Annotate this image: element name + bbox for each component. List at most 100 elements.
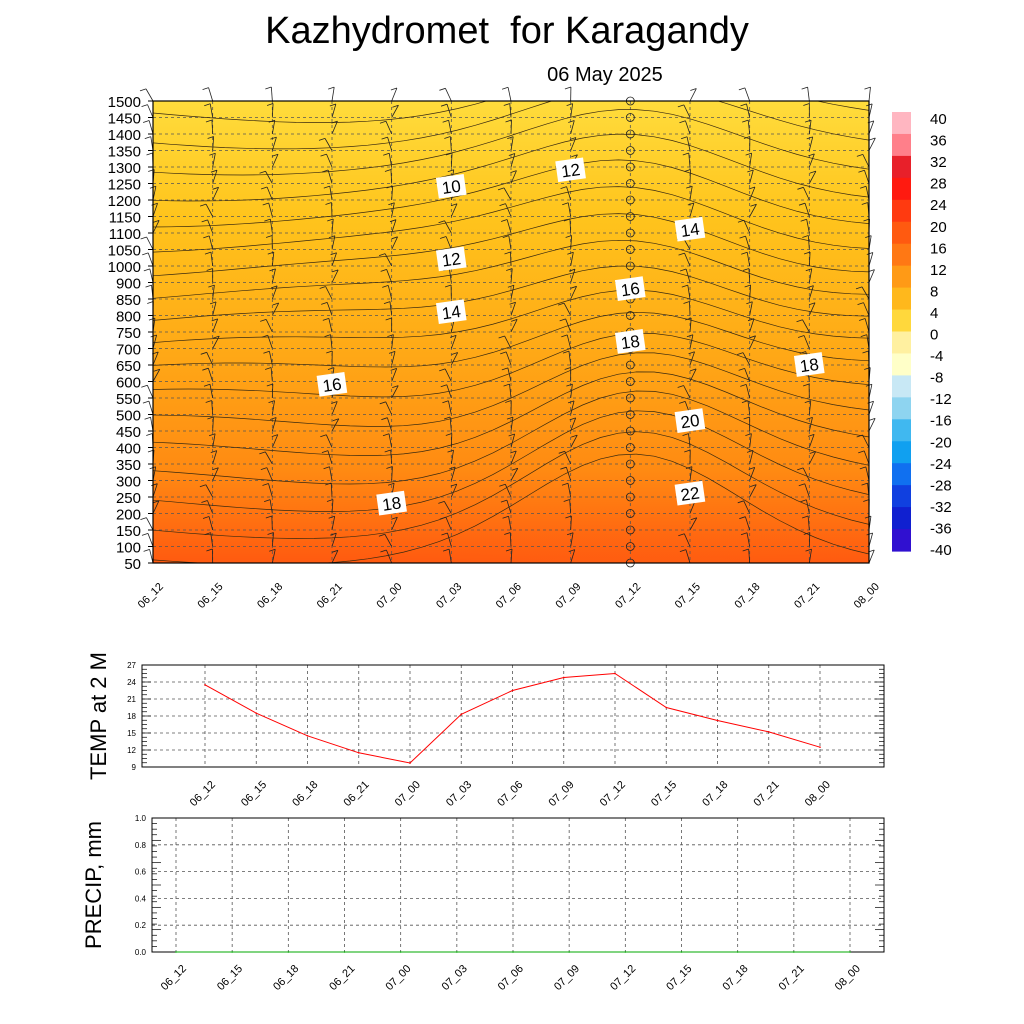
wind-barb <box>508 516 512 531</box>
wind-barb <box>808 417 813 432</box>
wind-barb-flag <box>678 252 685 256</box>
wind-barb-flag <box>204 103 211 107</box>
wind-barb-flag <box>387 482 395 486</box>
wind-barb-flag <box>748 467 755 470</box>
wind-barb <box>568 351 572 366</box>
colorbar-segment <box>892 133 911 146</box>
wind-barb-flag <box>739 235 746 239</box>
wind-barb-flag <box>442 400 449 404</box>
contour-label: 18 <box>614 329 646 354</box>
wind-barb <box>212 318 219 333</box>
wind-barb-flag <box>866 252 873 255</box>
calm-wind-circle <box>625 212 635 221</box>
x-tick-label: 06_21 <box>315 581 345 611</box>
wind-barb-flag <box>326 499 334 502</box>
wind-barb-flag <box>505 119 512 123</box>
wind-barb-flag <box>270 285 278 289</box>
wind-barb-flag <box>564 367 571 370</box>
x-tick-label: 06_12 <box>136 581 166 611</box>
wind-barb-flag <box>201 500 208 503</box>
wind-barb-flag <box>384 449 391 453</box>
wind-barb-flag <box>383 301 391 304</box>
wind-barb-flag <box>449 334 457 338</box>
wind-barb-flag <box>801 86 808 90</box>
colorbar-segment <box>892 496 911 508</box>
wind-barb <box>271 268 276 283</box>
wind-barb-flag <box>271 434 278 437</box>
wind-barb-flag <box>322 169 329 173</box>
wind-barb-flag <box>747 318 755 322</box>
wind-barb-flag <box>505 400 512 403</box>
wind-barb-flag <box>686 334 694 338</box>
calm-wind-circle <box>625 261 635 271</box>
wind-barb <box>570 400 575 415</box>
wind-barb-flag <box>866 532 873 536</box>
wind-barb-flag <box>387 334 394 337</box>
y-tick-label: 250 <box>116 490 141 507</box>
wind-barb <box>207 500 214 514</box>
wind-barb-flag <box>685 466 693 470</box>
wind-barb <box>689 318 692 333</box>
wind-barb-flag <box>391 516 398 520</box>
wind-barb-flag <box>508 433 515 437</box>
wind-barb <box>808 170 817 184</box>
wind-barb <box>802 467 810 481</box>
wind-barb <box>152 500 160 514</box>
wind-barb-flag <box>445 152 453 156</box>
wind-barb-flag <box>869 137 876 141</box>
wind-barb-flag <box>682 433 689 436</box>
wind-barb-flag <box>262 202 269 206</box>
wind-barb-flag <box>858 450 865 454</box>
contour-label: 14 <box>435 299 467 325</box>
wind-barb <box>210 252 214 267</box>
contour-label: 12 <box>555 157 586 183</box>
colorbar-segment <box>892 254 911 267</box>
contour-label-text: 20 <box>679 411 700 432</box>
calm-wind-circle <box>625 377 635 386</box>
colorbar-segment <box>892 298 911 311</box>
y-tick-label: 1400 <box>108 127 141 144</box>
wind-barb <box>806 219 810 234</box>
colorbar-segment <box>892 331 911 344</box>
wind-barb <box>331 418 340 432</box>
wind-barb-flag <box>501 219 508 222</box>
data-point <box>614 672 616 675</box>
wind-barb <box>391 351 396 366</box>
contour-label-box <box>555 157 586 183</box>
wind-barb-flag <box>561 482 569 486</box>
colorbar-segment <box>892 419 911 431</box>
wind-barb-flag <box>392 385 399 389</box>
wind-barb <box>271 549 276 564</box>
contour-label-box <box>435 246 467 272</box>
x-tick-label: 08_00 <box>803 779 833 809</box>
wind-barb <box>391 186 394 201</box>
wind-barb <box>746 252 751 267</box>
wind-barb <box>331 87 335 102</box>
contour-label-text: 12 <box>441 249 462 270</box>
colorbar-segment <box>892 221 911 234</box>
wind-barb-flag <box>210 169 218 173</box>
wind-barb-flag <box>265 86 272 90</box>
wind-barb <box>207 368 214 382</box>
colorbar-label: -12 <box>930 391 952 408</box>
wind-barb <box>445 88 452 102</box>
wind-barb-flag <box>328 86 335 90</box>
wind-barb <box>389 301 393 316</box>
wind-barb <box>509 384 512 399</box>
wind-barb <box>271 434 279 448</box>
wind-barb-flag <box>331 549 339 553</box>
wind-barb <box>148 400 154 415</box>
wind-barb <box>808 451 817 465</box>
wind-barb-flag <box>209 301 217 305</box>
wind-barb-flag <box>146 433 153 436</box>
wind-barb <box>211 119 214 135</box>
colorbar-segment <box>892 540 911 552</box>
wind-barb <box>808 434 815 448</box>
y-tick-label: 0.8 <box>135 841 147 850</box>
colorbar-segment <box>892 112 911 124</box>
y-tick-label: 1200 <box>108 193 141 210</box>
wind-barb <box>861 286 870 300</box>
wind-barb <box>868 252 874 267</box>
colorbar-segment <box>892 430 911 442</box>
